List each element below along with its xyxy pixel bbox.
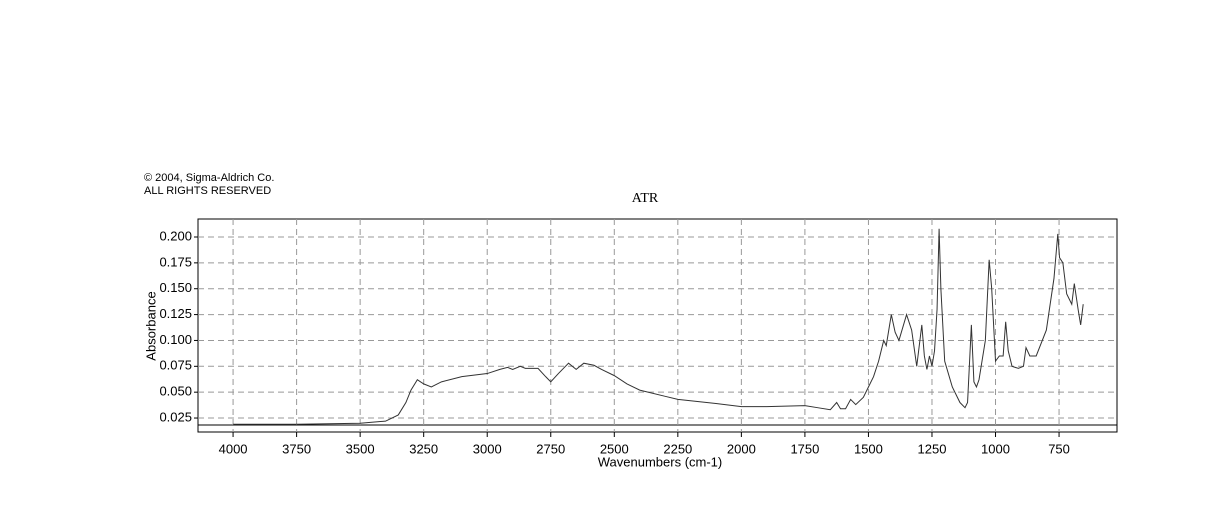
- x-axis-label: Wavenumbers (cm-1): [598, 454, 722, 469]
- y-tick-label: 0.150: [159, 280, 192, 295]
- x-tick-label: 2000: [727, 441, 756, 456]
- x-tick-label: 2750: [536, 441, 565, 456]
- x-tick-label: 3000: [473, 441, 502, 456]
- y-tick-label: 0.100: [159, 332, 192, 347]
- rights: ALL RIGHTS RESERVED: [144, 185, 271, 197]
- x-tick-label: 1500: [854, 441, 883, 456]
- y-tick-label: 0.075: [159, 358, 192, 373]
- x-tick-label: 3500: [346, 441, 375, 456]
- x-tick-label: 3250: [409, 441, 438, 456]
- x-tick-label: 1000: [981, 441, 1010, 456]
- y-axis-label: Absorbance: [143, 291, 158, 360]
- x-tick-label: 750: [1048, 441, 1070, 456]
- plot-frame: [197, 218, 1118, 433]
- y-tick-label: 0.200: [159, 228, 192, 243]
- y-tick-label: 0.125: [159, 306, 192, 321]
- x-tick-label: 2250: [663, 441, 692, 456]
- copyright: © 2004, Sigma-Aldrich Co.: [144, 172, 274, 184]
- y-tick-label: 0.175: [159, 254, 192, 269]
- x-tick-label: 4000: [219, 441, 248, 456]
- y-tick-label: 0.050: [159, 384, 192, 399]
- x-tick-label: 3750: [282, 441, 311, 456]
- chart-title: ATR: [632, 191, 659, 206]
- x-tick-label: 1250: [918, 441, 947, 456]
- x-tick-label: 2500: [600, 441, 629, 456]
- x-tick-label: 1750: [790, 441, 819, 456]
- spectrum-line: [233, 228, 1084, 425]
- y-tick-label: 0.025: [159, 409, 192, 424]
